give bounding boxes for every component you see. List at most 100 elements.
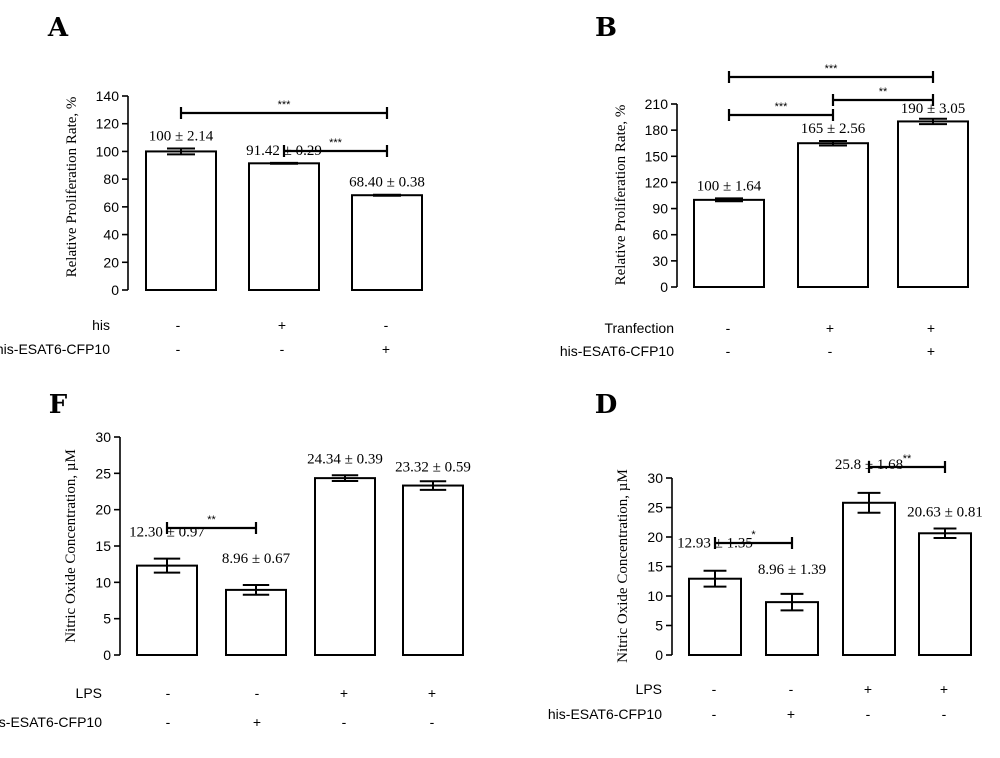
condition-mark: - <box>176 341 181 357</box>
bar <box>918 532 972 657</box>
significance-label: *** <box>775 101 789 113</box>
condition-label: his-ESAT6-CFP10 <box>0 714 102 730</box>
condition-mark: - <box>430 714 435 730</box>
condition-mark: + <box>428 685 436 701</box>
error-bar <box>167 147 195 156</box>
condition-mark: - <box>726 343 731 359</box>
data-label: 100 ± 1.64 <box>697 178 762 194</box>
bar <box>351 194 423 292</box>
condition-mark: + <box>864 681 872 697</box>
error-bar <box>857 491 881 514</box>
significance-label: ** <box>207 514 216 526</box>
condition-label: LPS <box>636 681 662 697</box>
data-label: 68.40 ± 0.38 <box>349 175 425 191</box>
y-tick-label: 30 <box>652 253 668 269</box>
error-bar <box>242 584 270 596</box>
data-label: 24.34 ± 0.39 <box>307 451 383 467</box>
y-tick-label: 120 <box>645 174 669 190</box>
condition-mark: + <box>826 320 834 336</box>
y-tick-label: 25 <box>647 500 663 516</box>
bar <box>693 198 765 289</box>
error-bar <box>919 117 947 126</box>
y-tick-label: 40 <box>103 227 119 243</box>
y-tick-label: 90 <box>652 201 668 217</box>
condition-mark: + <box>927 320 935 336</box>
significance-bracket <box>713 537 794 549</box>
y-tick-label: 20 <box>647 529 663 545</box>
error-bar <box>153 557 181 574</box>
panel-f: F 0 5 10 15 20 25 30 Nitric Oxide Concentration,… <box>0 390 471 730</box>
significance-bracket <box>179 107 389 119</box>
data-label: 23.32 ± 0.59 <box>395 459 471 475</box>
bar <box>797 142 869 288</box>
y-axis-label: Relative Proliferation Rate, % <box>64 97 80 278</box>
condition-mark: - <box>176 317 181 333</box>
panel-d: D 0 5 10 15 20 25 30 Nitric Oxide Concentration,… <box>548 390 983 722</box>
condition-label: Tranfection <box>604 320 674 336</box>
bar <box>688 577 742 657</box>
condition-mark: - <box>280 341 285 357</box>
y-tick-label: 60 <box>652 227 668 243</box>
y-tick-label: 0 <box>103 647 111 663</box>
data-label: 190 ± 3.05 <box>901 101 965 117</box>
error-bar <box>373 193 401 197</box>
condition-mark: - <box>255 685 260 701</box>
y-tick-label: 150 <box>645 148 669 164</box>
condition-mark: - <box>712 706 717 722</box>
y-tick-label: 20 <box>95 502 111 518</box>
error-bar <box>419 480 447 491</box>
data-label: 8.96 ± 0.67 <box>222 551 291 567</box>
y-tick-label: 15 <box>647 559 663 575</box>
condition-mark: - <box>942 706 947 722</box>
condition-label: his-ESAT6-CFP10 <box>0 341 110 357</box>
condition-mark: + <box>278 317 286 333</box>
error-bar <box>703 569 727 588</box>
condition-mark: + <box>940 681 948 697</box>
bar <box>136 564 198 656</box>
condition-mark: + <box>253 714 261 730</box>
condition-mark: - <box>166 714 171 730</box>
condition-mark: + <box>382 341 390 357</box>
significance-bracket <box>727 109 835 121</box>
y-tick-label: 60 <box>103 199 119 215</box>
significance-bracket <box>831 94 935 106</box>
y-tick-label: 0 <box>111 282 119 298</box>
data-label: 20.63 ± 0.81 <box>907 505 983 521</box>
condition-mark: - <box>342 714 347 730</box>
y-axis-label: Nitric Oxide Concentration, µM <box>63 449 79 643</box>
significance-bracket <box>282 145 389 157</box>
panel-f-letter: F <box>49 390 68 420</box>
bar <box>897 120 969 288</box>
y-tick-label: 210 <box>645 96 669 112</box>
panel-a: A 0 20 40 60 80 100 120 140 Relative Proliferatio… <box>0 13 425 357</box>
y-tick-label: 120 <box>96 116 120 132</box>
condition-mark: + <box>787 706 795 722</box>
bar <box>314 477 376 656</box>
condition-mark: - <box>712 681 717 697</box>
bar <box>248 162 320 291</box>
y-tick-label: 140 <box>96 88 120 104</box>
condition-label: his-ESAT6-CFP10 <box>548 706 662 722</box>
condition-mark: + <box>340 685 348 701</box>
condition-mark: - <box>384 317 389 333</box>
significance-bracket <box>867 461 947 473</box>
y-axis-label: Relative Proliferation Rate, % <box>613 105 629 286</box>
y-tick-label: 10 <box>95 574 111 590</box>
condition-mark: - <box>828 343 833 359</box>
y-tick-label: 10 <box>647 588 663 604</box>
data-label: 165 ± 2.56 <box>801 121 866 137</box>
y-tick-label: 0 <box>660 279 668 295</box>
y-tick-label: 5 <box>655 618 663 634</box>
significance-label: *** <box>278 99 292 111</box>
y-tick-label: 5 <box>103 611 111 627</box>
y-tick-label: 0 <box>655 647 663 663</box>
bar <box>225 588 287 657</box>
condition-mark: - <box>866 706 871 722</box>
significance-label: ** <box>879 86 888 98</box>
condition-label: his-ESAT6-CFP10 <box>560 343 674 359</box>
condition-mark: - <box>166 685 171 701</box>
panel-a-letter: A <box>47 13 69 43</box>
y-tick-label: 80 <box>103 171 119 187</box>
significance-bracket <box>165 522 258 534</box>
